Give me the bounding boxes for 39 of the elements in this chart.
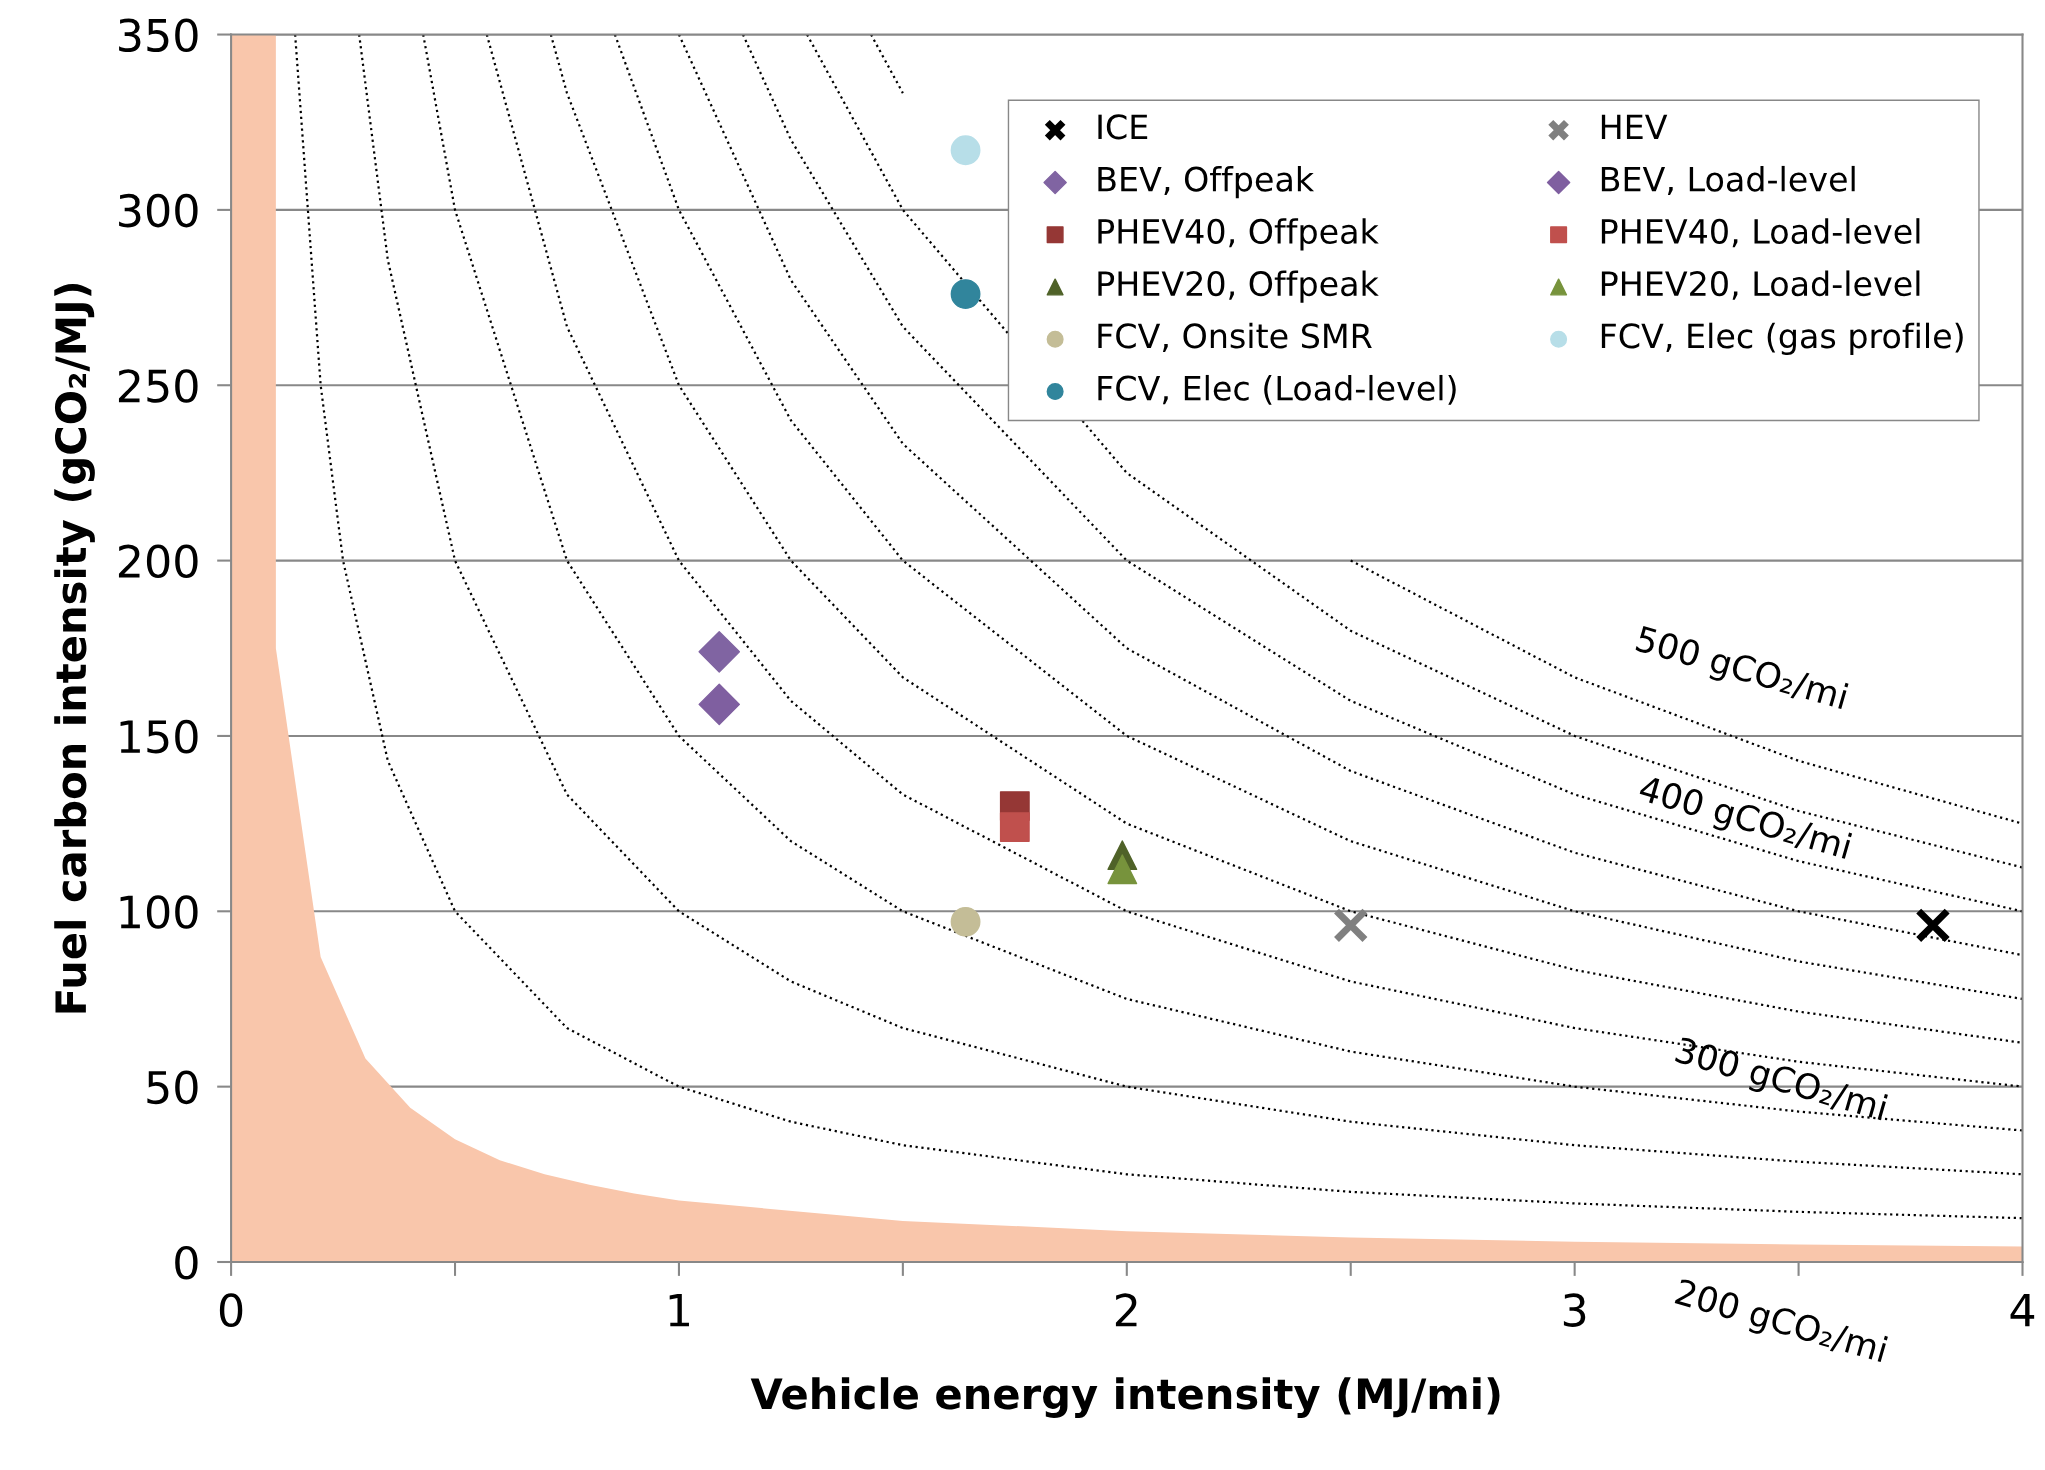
legend-label: HEV (1601, 114, 1668, 139)
legend-label: BEV, Offpeak (1098, 165, 1315, 199)
point (999, 812, 1030, 843)
x-tick-label: 2 (1115, 1293, 1137, 1327)
point (950, 279, 981, 309)
legend-label: PHEV20, Load-level (1601, 270, 1920, 300)
annotation: 300 gCO₂/mi (1672, 1035, 1888, 1128)
point (1107, 854, 1138, 885)
x-tick-label: 3 (1563, 1293, 1586, 1327)
legend-label: FCV, Elec (Load-level) (1098, 374, 1456, 405)
point (950, 135, 981, 166)
legend-label: FCV, Elec (gas profile) (1601, 322, 1963, 355)
point (1915, 907, 1951, 944)
legend-label: BEV, Load-level (1601, 165, 1855, 196)
y-tick-label: 200 (118, 544, 198, 579)
point (698, 683, 741, 726)
y-tick-label: 350 (119, 18, 198, 53)
text: 200 gCO₂/mi (1672, 1277, 1888, 1369)
legend-label: ICE (1098, 114, 1148, 140)
legend-label: PHEV40, Offpeak (1098, 218, 1379, 251)
annotation: 400 gCO₂/mi (1636, 774, 1853, 866)
y-tick-label: 150 (120, 719, 198, 754)
x-tick-label: 4 (2010, 1293, 2035, 1327)
y-tick-label: 0 (175, 1245, 198, 1280)
legend-label: PHEV40, Load-level (1601, 218, 1920, 248)
y-tick-label: 250 (118, 369, 198, 403)
y-tick-label: 100 (120, 895, 198, 929)
x-tick-label: 1 (669, 1293, 689, 1327)
x-axis-title: Vehicle energy intensity (MJ/mi) (750, 1377, 1500, 1418)
legend-label: FCV, Onsite SMR (1098, 322, 1372, 352)
point (698, 630, 741, 673)
y-axis-title: Fuel carbon intensity (gCO₂/MJ) (54, 283, 95, 1013)
annotation: 500 gCO₂/mi (1633, 624, 1849, 716)
legend-label: PHEV20, Offpeak (1098, 270, 1379, 303)
y-tick-label: 300 (119, 193, 198, 228)
point (950, 906, 981, 937)
y-tick-label: 50 (147, 1070, 198, 1105)
x-tick-label: 0 (219, 1293, 243, 1327)
point (1333, 907, 1369, 944)
